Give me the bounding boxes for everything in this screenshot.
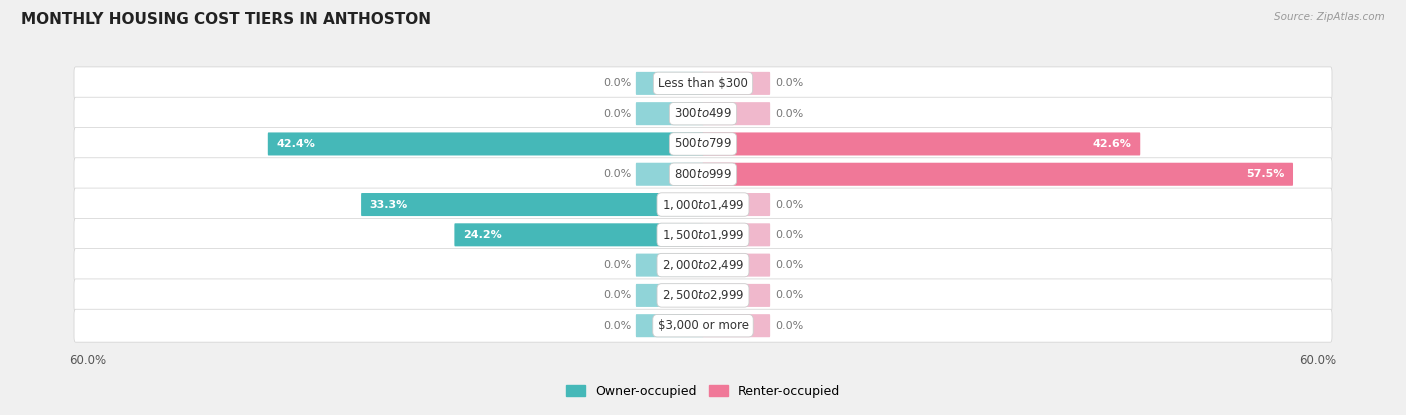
FancyBboxPatch shape [75,218,1331,251]
FancyBboxPatch shape [636,314,703,337]
Text: 60.0%: 60.0% [69,354,107,367]
Text: 57.5%: 57.5% [1246,169,1284,179]
Text: $300 to $499: $300 to $499 [673,107,733,120]
Text: $800 to $999: $800 to $999 [673,168,733,181]
FancyBboxPatch shape [703,102,770,125]
FancyBboxPatch shape [703,223,770,247]
FancyBboxPatch shape [703,193,770,216]
Text: $3,000 or more: $3,000 or more [658,319,748,332]
Text: 0.0%: 0.0% [775,78,803,88]
Text: Source: ZipAtlas.com: Source: ZipAtlas.com [1274,12,1385,22]
FancyBboxPatch shape [636,254,703,277]
FancyBboxPatch shape [361,193,703,216]
Text: 0.0%: 0.0% [775,109,803,119]
Text: $1,500 to $1,999: $1,500 to $1,999 [662,228,744,242]
Text: 0.0%: 0.0% [603,109,631,119]
FancyBboxPatch shape [75,67,1331,100]
Text: 0.0%: 0.0% [603,260,631,270]
FancyBboxPatch shape [75,127,1331,161]
Text: 0.0%: 0.0% [775,321,803,331]
Text: MONTHLY HOUSING COST TIERS IN ANTHOSTON: MONTHLY HOUSING COST TIERS IN ANTHOSTON [21,12,432,27]
FancyBboxPatch shape [267,132,703,156]
Text: 0.0%: 0.0% [775,290,803,300]
FancyBboxPatch shape [75,97,1331,130]
FancyBboxPatch shape [75,279,1331,312]
FancyBboxPatch shape [703,132,1140,156]
FancyBboxPatch shape [636,163,703,186]
Text: $500 to $799: $500 to $799 [673,137,733,151]
FancyBboxPatch shape [75,249,1331,281]
FancyBboxPatch shape [75,188,1331,221]
Text: $2,500 to $2,999: $2,500 to $2,999 [662,288,744,303]
Text: 0.0%: 0.0% [603,290,631,300]
FancyBboxPatch shape [703,284,770,307]
FancyBboxPatch shape [703,72,770,95]
Text: 0.0%: 0.0% [603,169,631,179]
Text: 42.6%: 42.6% [1092,139,1132,149]
Text: 60.0%: 60.0% [1299,354,1337,367]
Text: 0.0%: 0.0% [775,200,803,210]
FancyBboxPatch shape [703,254,770,277]
FancyBboxPatch shape [703,314,770,337]
Text: Less than $300: Less than $300 [658,77,748,90]
Text: 33.3%: 33.3% [370,200,408,210]
Text: 0.0%: 0.0% [775,230,803,240]
FancyBboxPatch shape [636,284,703,307]
FancyBboxPatch shape [75,309,1331,342]
Text: $2,000 to $2,499: $2,000 to $2,499 [662,258,744,272]
FancyBboxPatch shape [703,163,1294,186]
Text: 0.0%: 0.0% [603,78,631,88]
Text: 42.4%: 42.4% [277,139,315,149]
Legend: Owner-occupied, Renter-occupied: Owner-occupied, Renter-occupied [561,380,845,403]
FancyBboxPatch shape [75,158,1331,191]
FancyBboxPatch shape [636,72,703,95]
Text: 24.2%: 24.2% [463,230,502,240]
FancyBboxPatch shape [636,102,703,125]
Text: 0.0%: 0.0% [775,260,803,270]
Text: 0.0%: 0.0% [603,321,631,331]
Text: $1,000 to $1,499: $1,000 to $1,499 [662,198,744,212]
FancyBboxPatch shape [454,223,703,247]
